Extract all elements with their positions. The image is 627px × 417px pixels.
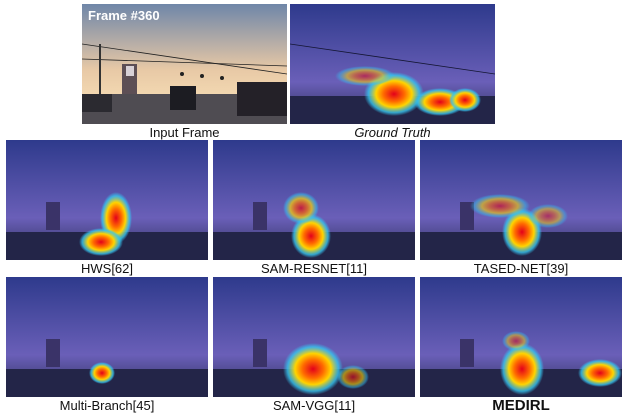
panel-hws (6, 140, 208, 260)
sam-vgg-heatmap (213, 277, 415, 397)
panel-tased-net (420, 140, 622, 260)
ground-truth-heatmap (290, 4, 495, 124)
caption-hws: HWS[62] (80, 261, 133, 276)
caption-sam-resnet: SAM-RESNET[11] (261, 261, 367, 276)
panel-medirl (420, 277, 622, 397)
input-frame-image (82, 4, 287, 124)
multi-branch-heatmap (6, 277, 208, 397)
medirl-heatmap (420, 277, 622, 397)
panel-input: Frame #360 (82, 4, 287, 124)
caption-ground-truth: Ground Truth (354, 125, 431, 140)
caption-tased-net: TASED-NET[39] (473, 261, 569, 276)
tased-net-heatmap (420, 140, 622, 260)
panel-ground-truth (290, 4, 495, 124)
panel-sam-resnet (213, 140, 415, 260)
frame-number-label: Frame #360 (88, 8, 160, 23)
caption-medirl: MEDIRL (492, 397, 550, 414)
panel-multi-branch (6, 277, 208, 397)
sam-resnet-heatmap (213, 140, 415, 260)
caption-sam-vgg: SAM-VGG[11] (272, 398, 356, 413)
caption-multi-branch: Multi-Branch[45] (59, 398, 155, 413)
hws-heatmap (6, 140, 208, 260)
panel-sam-vgg (213, 277, 415, 397)
caption-input: Input Frame (149, 125, 220, 140)
